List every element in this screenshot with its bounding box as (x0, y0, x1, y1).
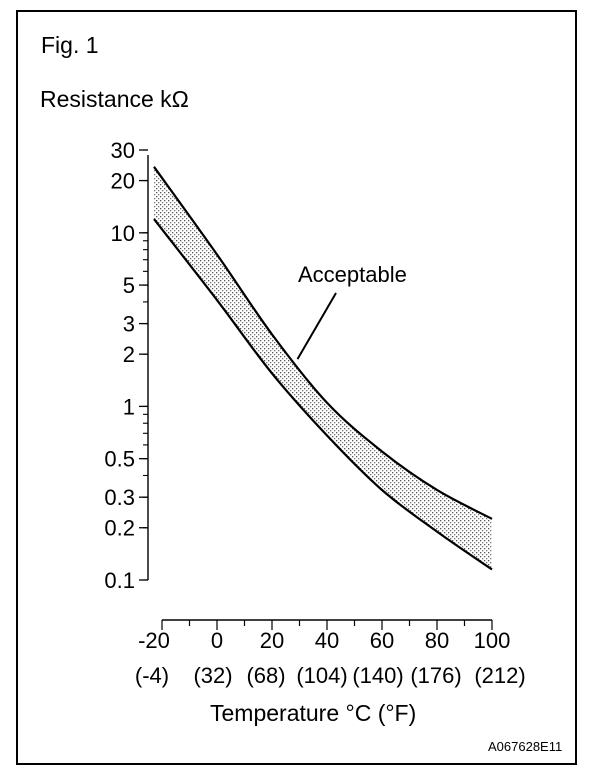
y-tick-label: 0.5 (104, 447, 135, 472)
x-tick-label-c: 40 (315, 628, 339, 653)
y-tick-label: 1 (123, 394, 135, 419)
x-tick-label-f: (68) (246, 663, 285, 688)
lower-limit-curve (153, 218, 493, 571)
x-tick-label-c: 80 (425, 628, 449, 653)
y-axis-title: Resistance kΩ (40, 86, 189, 112)
y-tick-label: 5 (123, 273, 135, 298)
y-tick-label: 2 (123, 342, 135, 367)
acceptable-band (154, 166, 492, 570)
y-tick-label: 3 (123, 312, 135, 337)
x-axis-title: Temperature °C (°F) (210, 700, 417, 726)
upper-limit-curve (153, 166, 493, 520)
y-tick-label: 30 (111, 138, 135, 163)
annotation-leader-line (296, 292, 337, 360)
x-tick-label-f: (104) (296, 663, 347, 688)
x-tick-label-c: -20 (138, 628, 170, 653)
x-tick-label-f: (140) (352, 663, 403, 688)
x-tick-label-c: 20 (260, 628, 284, 653)
figure-code: A067628E11 (488, 739, 563, 754)
x-tick-label-f: (212) (474, 663, 525, 688)
x-tick-label-c: 100 (474, 628, 511, 653)
x-tick-label-f: (176) (410, 663, 461, 688)
y-tick-label: 20 (111, 169, 135, 194)
x-tick-label-f: (32) (193, 663, 232, 688)
y-tick-label: 0.2 (104, 516, 135, 541)
y-tick-label: 0.3 (104, 485, 135, 510)
figure-label: Fig. 1 (41, 32, 99, 58)
x-tick-label-c: 60 (370, 628, 394, 653)
x-tick-label-f: (-4) (135, 663, 169, 688)
y-tick-label: 10 (111, 221, 135, 246)
annotation-label: Acceptable (298, 262, 407, 287)
figure-frame (16, 10, 577, 765)
y-tick-label: 0.1 (104, 568, 135, 593)
x-tick-label-c: 0 (211, 628, 223, 653)
